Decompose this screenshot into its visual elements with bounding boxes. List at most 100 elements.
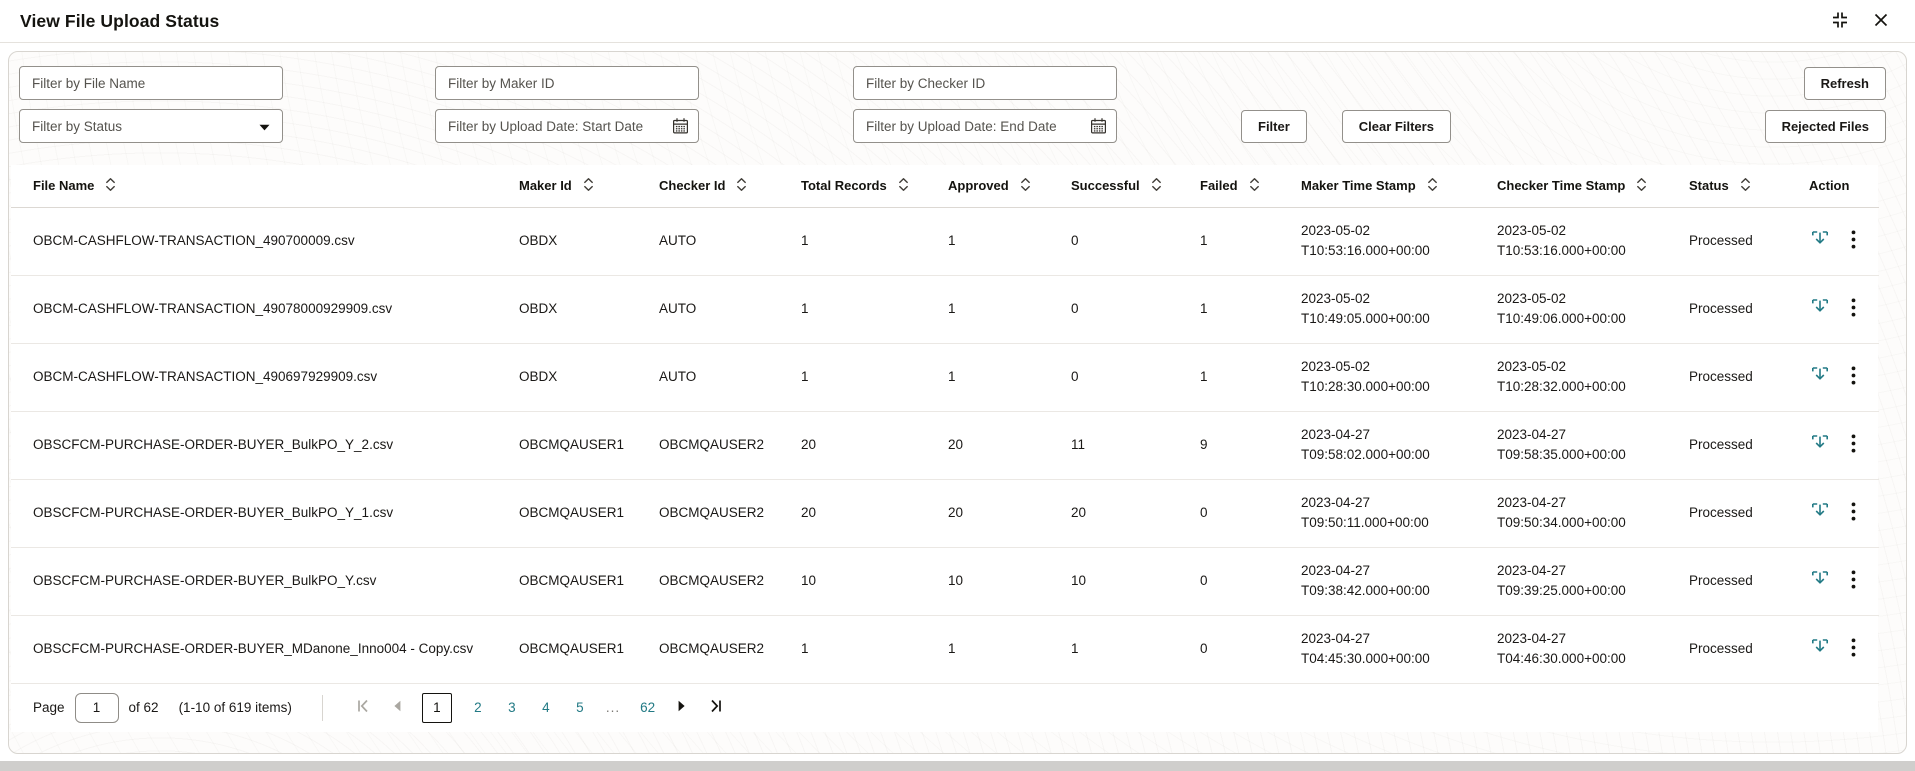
maker-id-filter-input[interactable] <box>435 66 699 100</box>
column-header-approved[interactable]: Approved <box>940 165 1063 208</box>
kebab-menu-icon <box>1851 366 1856 388</box>
page-number[interactable]: 2 <box>474 700 482 715</box>
download-file-button[interactable] <box>1809 229 1831 253</box>
cell-successful: 0 <box>1063 207 1192 276</box>
row-menu-button[interactable] <box>1849 568 1858 594</box>
sort-icon[interactable] <box>1427 177 1438 195</box>
row-menu-button[interactable] <box>1849 432 1858 458</box>
page-number-current[interactable]: 1 <box>421 692 452 723</box>
download-file-button[interactable] <box>1809 297 1831 321</box>
cell-status: Processed <box>1681 615 1801 684</box>
cell-checker_time_stamp: 2023-05-02 T10:49:06.000+00:00 <box>1489 275 1681 344</box>
page-number[interactable]: 4 <box>542 700 550 715</box>
checker-id-filter-input[interactable] <box>853 66 1117 100</box>
download-file-button[interactable] <box>1809 433 1831 457</box>
first-page-button[interactable] <box>352 695 374 720</box>
sort-icon[interactable] <box>898 177 909 195</box>
cell-file_name: OBCM-CASHFLOW-TRANSACTION_490697929909.c… <box>11 343 511 412</box>
kebab-menu-icon <box>1851 434 1856 456</box>
download-icon <box>1811 503 1829 523</box>
page-ellipsis: ... <box>605 700 621 715</box>
cell-file_name: OBSCFCM-PURCHASE-ORDER-BUYER_BulkPO_Y_2.… <box>11 411 511 480</box>
column-header-failed[interactable]: Failed <box>1192 165 1293 208</box>
row-menu-button[interactable] <box>1849 636 1858 662</box>
kebab-menu-icon <box>1851 638 1856 660</box>
cell-maker_time_stamp: 2023-05-02 T10:28:30.000+00:00 <box>1293 343 1489 412</box>
download-icon <box>1811 367 1829 387</box>
action-cell <box>1801 547 1879 616</box>
row-menu-button[interactable] <box>1849 296 1858 322</box>
row-menu-button[interactable] <box>1849 500 1858 526</box>
column-label: Checker Id <box>659 177 726 193</box>
file-name-filter-input[interactable] <box>19 66 283 100</box>
cell-checker_time_stamp: 2023-05-02 T10:53:16.000+00:00 <box>1489 207 1681 276</box>
column-label: Failed <box>1200 177 1238 193</box>
cell-maker_time_stamp: 2023-05-02 T10:49:05.000+00:00 <box>1293 275 1489 344</box>
start-date-filter-input[interactable] <box>435 109 699 143</box>
download-file-button[interactable] <box>1809 569 1831 593</box>
cell-maker_time_stamp: 2023-04-27 T04:45:30.000+00:00 <box>1293 615 1489 684</box>
sort-icon[interactable] <box>736 177 747 195</box>
cell-total_records: 20 <box>793 411 940 480</box>
clear-filters-button[interactable]: Clear Filters <box>1341 109 1451 143</box>
titlebar: View File Upload Status <box>0 0 1915 43</box>
page-number[interactable]: 3 <box>508 700 516 715</box>
last-page-button[interactable] <box>705 695 727 720</box>
row-menu-button[interactable] <box>1849 364 1858 390</box>
close-button[interactable] <box>1871 10 1891 33</box>
column-header-checker_id[interactable]: Checker Id <box>651 165 793 208</box>
table-row: OBSCFCM-PURCHASE-ORDER-BUYER_BulkPO_Y_2.… <box>11 411 1879 480</box>
download-file-button[interactable] <box>1809 501 1831 525</box>
rejected-files-button[interactable]: Rejected Files <box>1764 109 1886 143</box>
download-file-button[interactable] <box>1809 365 1831 389</box>
page-number[interactable]: 62 <box>640 700 656 715</box>
cell-file_name: OBSCFCM-PURCHASE-ORDER-BUYER_BulkPO_Y.cs… <box>11 547 511 616</box>
resize-window-button[interactable] <box>1829 9 1851 34</box>
cell-checker_time_stamp: 2023-05-02 T10:28:32.000+00:00 <box>1489 343 1681 412</box>
column-header-maker_time_stamp[interactable]: Maker Time Stamp <box>1293 165 1489 208</box>
action-cell <box>1801 207 1879 276</box>
column-header-action: Action <box>1801 165 1879 208</box>
next-page-button[interactable] <box>673 696 691 719</box>
calendar-icon[interactable] <box>672 118 689 135</box>
download-file-button[interactable] <box>1809 637 1831 661</box>
page-number[interactable]: 5 <box>576 700 584 715</box>
cell-approved: 10 <box>940 547 1063 616</box>
sort-icon[interactable] <box>583 177 594 195</box>
sort-icon[interactable] <box>1020 177 1031 195</box>
calendar-icon[interactable] <box>1090 118 1107 135</box>
pagination-bar: Page of 62 (1-10 of 619 items) 1 2 3 4 5... 6… <box>11 683 1878 732</box>
cell-successful: 1 <box>1063 615 1192 684</box>
download-icon <box>1811 435 1829 455</box>
end-date-filter-input[interactable] <box>853 109 1117 143</box>
column-header-total_records[interactable]: Total Records <box>793 165 940 208</box>
column-header-maker_id[interactable]: Maker Id <box>511 165 651 208</box>
kebab-menu-icon <box>1851 230 1856 252</box>
cell-failed: 0 <box>1192 547 1293 616</box>
column-label: Maker Id <box>519 177 572 193</box>
table-header-row: File Name Maker Id Checker Id Total Records… <box>11 165 1879 208</box>
cell-checker_id: AUTO <box>651 275 793 344</box>
status-filter-select[interactable]: Filter by Status <box>19 109 283 143</box>
close-icon <box>1873 12 1889 31</box>
previous-page-button[interactable] <box>388 696 406 719</box>
sort-icon[interactable] <box>1636 177 1647 195</box>
column-header-file_name[interactable]: File Name <box>11 165 511 208</box>
sort-icon[interactable] <box>1151 177 1162 195</box>
sort-icon[interactable] <box>1249 177 1260 195</box>
filter-button[interactable]: Filter <box>1241 109 1307 143</box>
cell-status: Processed <box>1681 343 1801 412</box>
sort-icon[interactable] <box>1740 177 1751 195</box>
row-menu-button[interactable] <box>1849 228 1858 254</box>
cell-approved: 1 <box>940 275 1063 344</box>
cell-total_records: 20 <box>793 479 940 548</box>
column-header-status[interactable]: Status <box>1681 165 1801 208</box>
cell-checker_id: OBCMQAUSER2 <box>651 547 793 616</box>
cell-maker_id: OBDX <box>511 207 651 276</box>
sort-icon[interactable] <box>105 177 116 195</box>
column-header-successful[interactable]: Successful <box>1063 165 1192 208</box>
column-header-checker_time_stamp[interactable]: Checker Time Stamp <box>1489 165 1681 208</box>
page-number-input[interactable] <box>74 692 119 723</box>
cell-maker_time_stamp: 2023-04-27 T09:38:42.000+00:00 <box>1293 547 1489 616</box>
refresh-button[interactable]: Refresh <box>1803 66 1886 100</box>
